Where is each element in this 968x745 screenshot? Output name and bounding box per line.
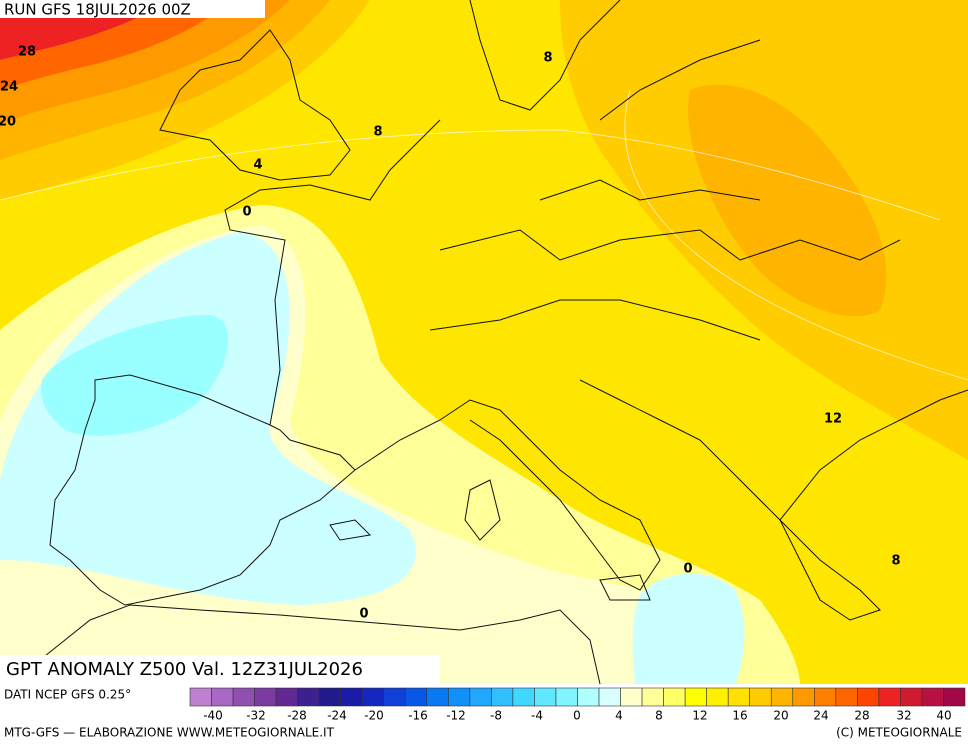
colorbar-swatch [383, 687, 406, 707]
colorbar-label: 4 [615, 709, 623, 723]
anomaly-fill [632, 573, 745, 684]
colorbar-swatch [727, 687, 751, 707]
colorbar-swatch [577, 687, 600, 707]
colorbar-swatch [663, 687, 686, 707]
colorbar-label: 40 [936, 709, 951, 723]
coastline [354, 399, 661, 591]
colorbar-swatch [534, 687, 557, 707]
colorbar-swatch [469, 687, 492, 707]
coastline [39, 604, 601, 685]
contour-label: 8 [891, 554, 900, 569]
colorbar-swatch [211, 687, 234, 707]
colorbar-label: -12 [446, 709, 466, 723]
credit-label: MTG-GFS — ELABORAZIONE WWW.METEOGIORNALE… [4, 726, 335, 740]
colorbar-swatch [749, 687, 772, 707]
colorbar-label: 12 [692, 709, 707, 723]
contour-label: 0 [242, 205, 251, 220]
colorbar-swatch [254, 687, 277, 707]
colorbar-swatch [620, 687, 643, 707]
isoline [624, 89, 968, 381]
colorbar-label: 16 [732, 709, 747, 723]
colorbar-label: 32 [896, 709, 911, 723]
colorbar-swatch [792, 687, 815, 707]
copyright-label: (C) METEOGIORNALE [836, 726, 962, 740]
source-label: DATI NCEP GFS 0.25° [4, 688, 131, 702]
colorbar-swatch [770, 687, 794, 707]
map [0, 0, 968, 685]
colorbar-swatch [189, 687, 212, 707]
colorbar-label: 8 [655, 709, 663, 723]
colorbar-swatch [814, 687, 837, 707]
anomaly-fill [0, 232, 416, 605]
colorbar-label: -28 [287, 709, 307, 723]
coastline [159, 29, 351, 181]
colorbar-label: 24 [813, 709, 828, 723]
colorbar-label: -20 [364, 709, 384, 723]
colorbar-swatch [921, 687, 944, 707]
contour-label: 8 [373, 125, 382, 140]
contour-label: 4 [253, 158, 262, 173]
contour-label: 0 [359, 607, 368, 622]
colorbar-label: 28 [854, 709, 869, 723]
colorbar-swatch [900, 687, 923, 707]
colorbar-swatch [275, 687, 298, 707]
border [429, 39, 901, 341]
colorbar-label: 20 [773, 709, 788, 723]
colorbar-swatch [943, 687, 966, 707]
contour-label: 28 [18, 45, 36, 60]
colorbar-label: -8 [490, 709, 502, 723]
run-label: RUN GFS 18JUL2026 00Z [4, 1, 191, 19]
colorbar-swatch [404, 687, 428, 707]
colorbar-label: -24 [327, 709, 347, 723]
colorbar-swatch [297, 687, 320, 707]
map-title: GPT ANOMALY Z500 Val. 12Z31JUL2026 [6, 659, 363, 680]
colorbar-swatch [641, 687, 664, 707]
isoline [0, 129, 941, 221]
coastline [469, 0, 621, 111]
colorbar: -40 -32 -28 -24 -20 -16 -12 -8 -4 0 4 8 12 16 20 24 28 32… [189, 687, 966, 723]
colorbar-label: -40 [203, 709, 223, 723]
colorbar-swatch [857, 687, 880, 707]
contour-label: 20 [0, 115, 16, 130]
colorbar-swatch [340, 687, 363, 707]
colorbar-swatch [706, 687, 729, 707]
colorbar-swatch [426, 687, 449, 707]
colorbar-swatch [491, 687, 514, 707]
contour-label: 8 [543, 51, 552, 66]
colorbar-swatch [232, 687, 255, 707]
header-box [0, 0, 265, 18]
colorbar-swatch [684, 687, 707, 707]
contour-label: 24 [0, 80, 18, 95]
colorbar-label: -4 [531, 709, 543, 723]
colorbar-swatch [555, 687, 578, 707]
anomaly-fill [40, 315, 229, 436]
colorbar-swatch [878, 687, 901, 707]
colorbar-swatch [835, 687, 858, 707]
colorbar-swatch [512, 687, 535, 707]
colorbar-swatch [361, 687, 385, 707]
colorbar-label: -16 [408, 709, 428, 723]
coastline [579, 379, 968, 621]
colorbar-label: 0 [573, 709, 581, 723]
coastline [49, 374, 356, 606]
colorbar-swatch [598, 687, 621, 707]
colorbar-swatch [448, 687, 471, 707]
coastline [329, 479, 651, 601]
colorbar-label: -32 [246, 709, 266, 723]
contour-label: 12 [824, 412, 842, 427]
coastline [224, 119, 441, 426]
colorbar-swatch [318, 687, 341, 707]
title-box [0, 655, 440, 684]
contour-label: 0 [683, 562, 692, 577]
anomaly-fill [688, 84, 887, 317]
